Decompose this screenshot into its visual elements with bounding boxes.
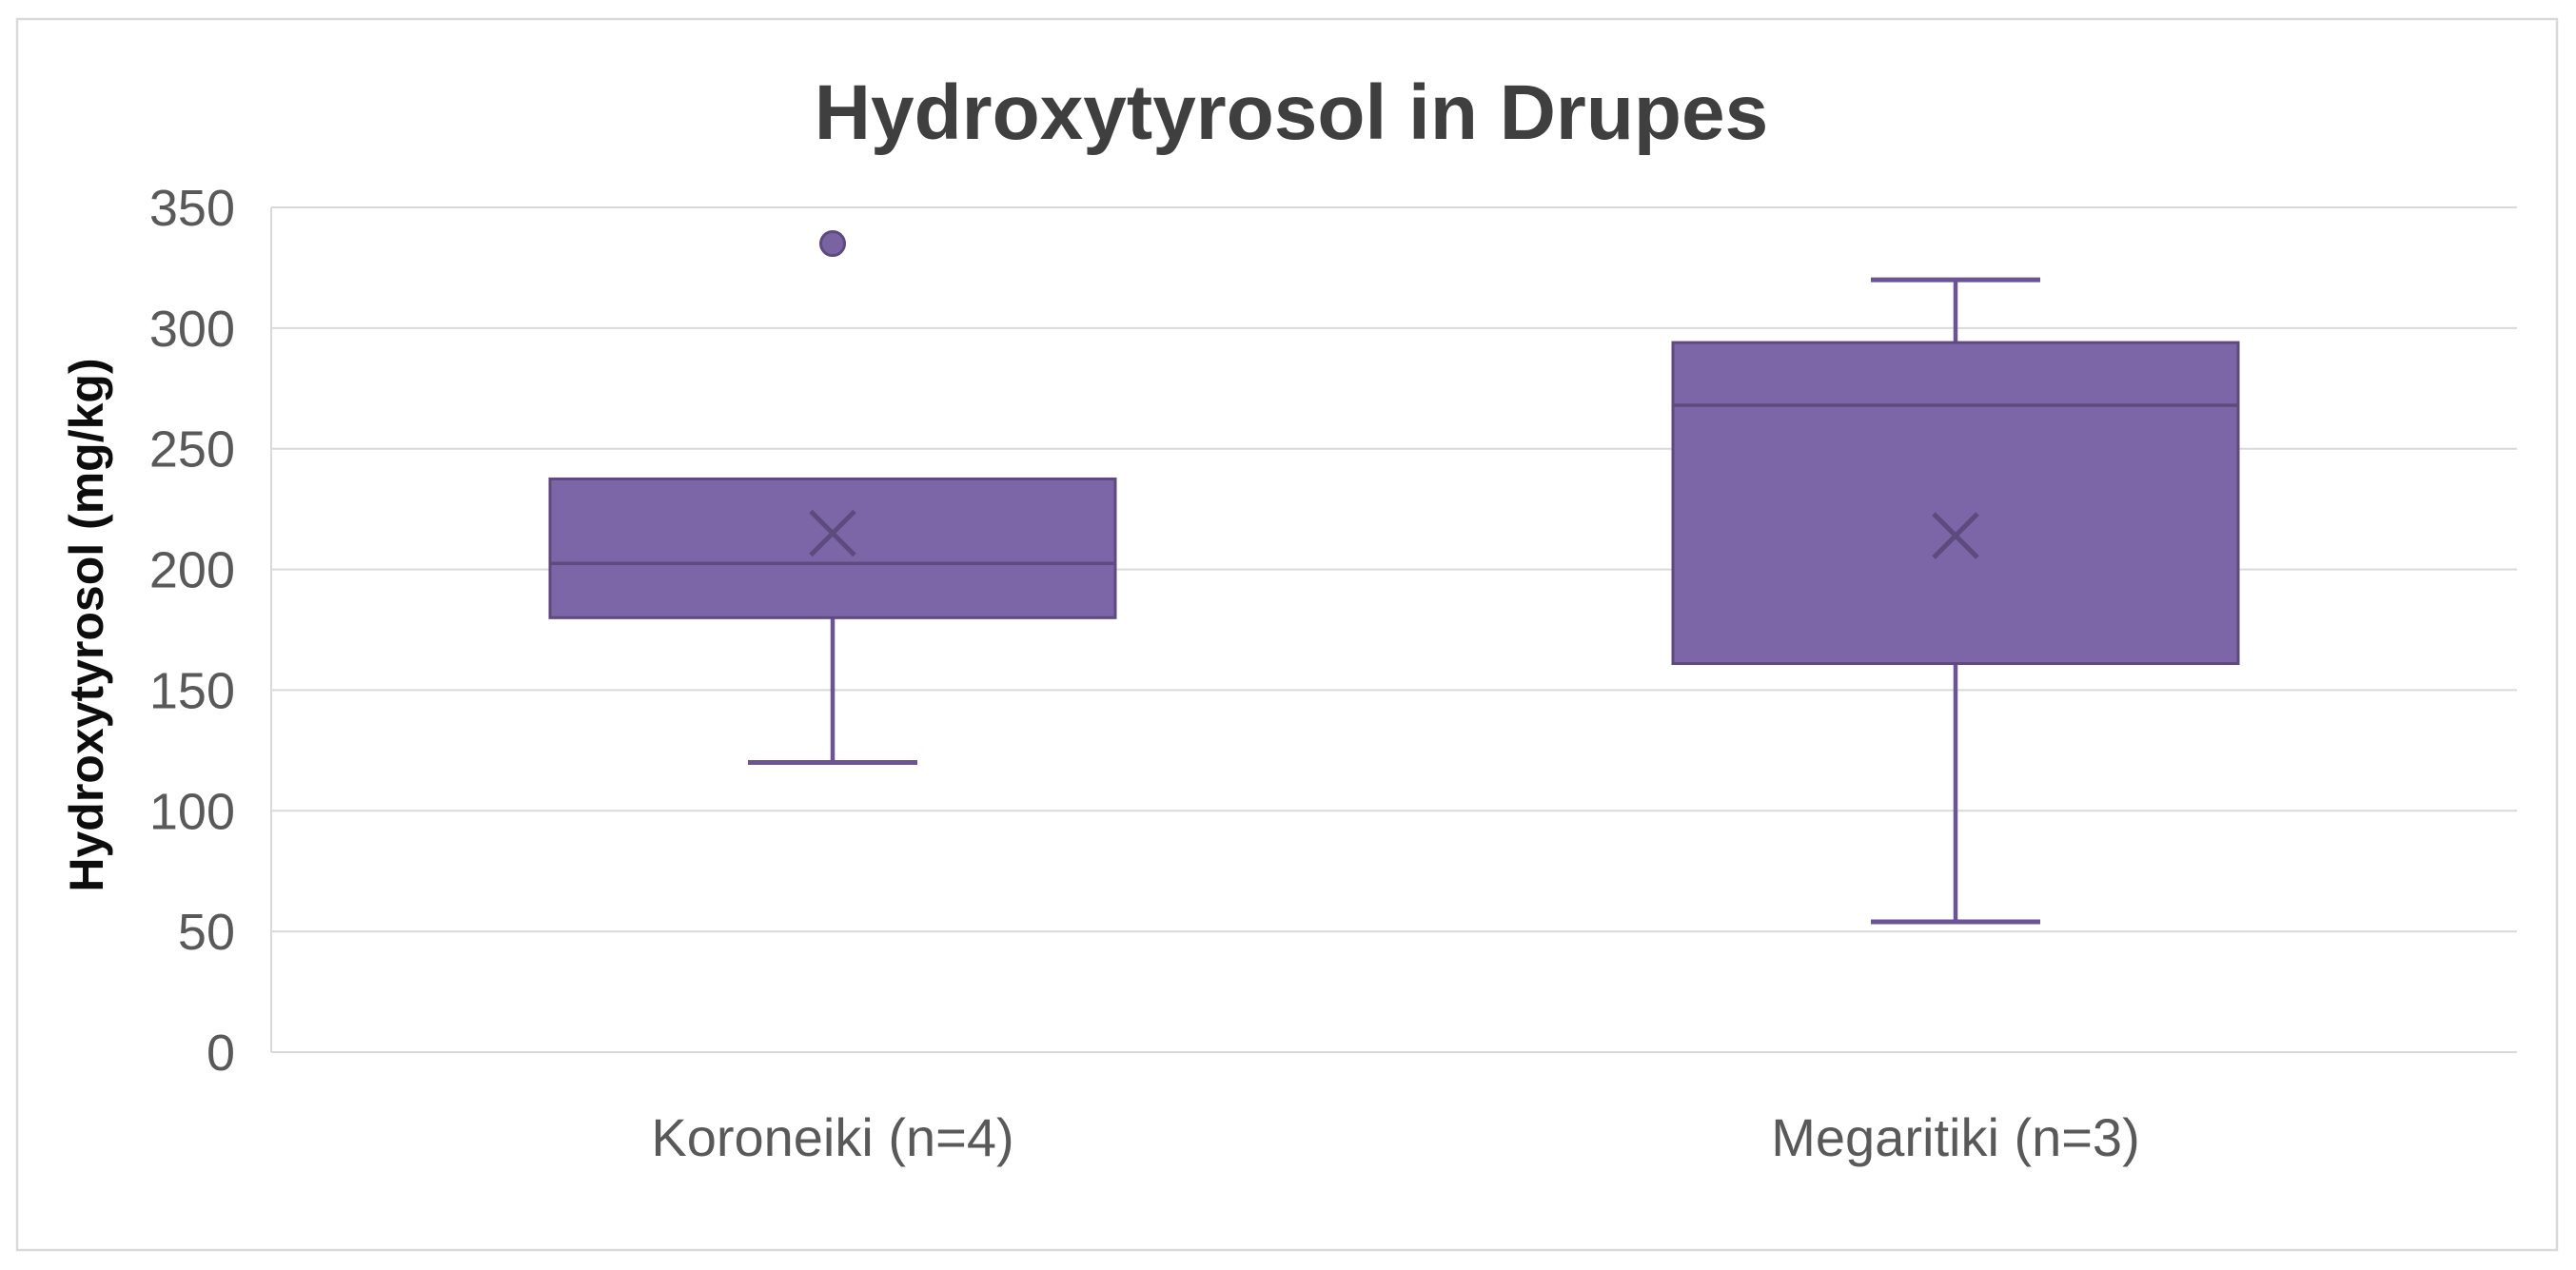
y-tick-label: 0 [206, 1025, 235, 1082]
x-category-label: Koroneiki (n=4) [651, 1107, 1013, 1167]
y-tick-label: 250 [149, 421, 235, 479]
y-axis-title: Hydroxytyrosol (mg/kg) [60, 358, 113, 891]
y-tick-label: 350 [149, 180, 235, 237]
chart-generated-layer: 0 50 100 150 200 250 300 350 Koroneiki (n=4) Mega… [15, 17, 2559, 1252]
mean-marker [809, 509, 856, 557]
chart-border [15, 17, 2559, 1252]
outlier-point [819, 230, 846, 258]
y-tick-label: 100 [149, 783, 235, 840]
quartile-box [548, 477, 1117, 619]
x-category-label: Megaritiki (n=3) [1771, 1107, 2139, 1167]
y-tick-label: 150 [149, 662, 235, 719]
y-tick-label: 50 [178, 904, 235, 961]
quartile-box [1671, 341, 2240, 666]
chart-title: Hydroxytyrosol in Drupes [815, 69, 1768, 156]
y-tick-label: 200 [149, 542, 235, 599]
mean-marker [1932, 512, 1979, 559]
y-tick-label: 300 [149, 301, 235, 358]
